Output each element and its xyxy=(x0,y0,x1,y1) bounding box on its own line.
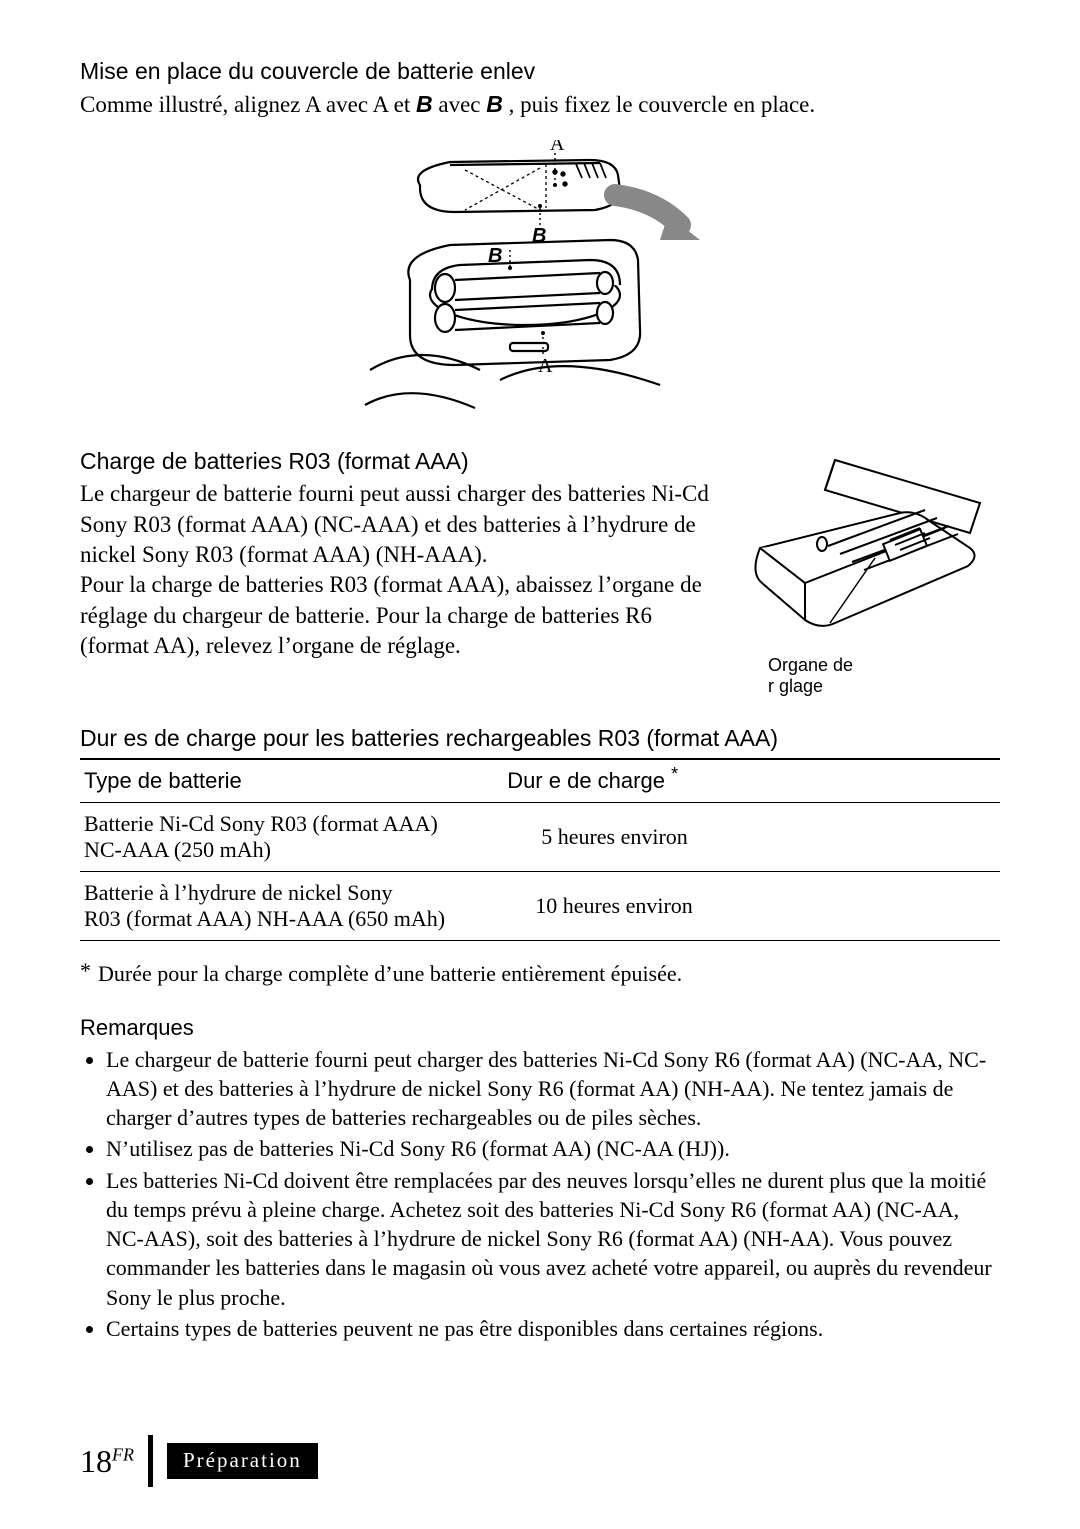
page-number-suffix: FR xyxy=(112,1444,134,1464)
th-type: Type de batterie xyxy=(80,759,503,803)
intro-after: , puis fixez le couvercle en place. xyxy=(503,92,815,117)
cell-dur-0: 5 heures environ xyxy=(503,802,1000,871)
charger-svg xyxy=(740,448,1000,658)
section-tab: Préparation xyxy=(167,1443,318,1479)
footnote-text: Durée pour la charge complète d’une batt… xyxy=(98,961,682,986)
table-row: Batterie Ni-Cd Sony R03 (format AAA) NC-… xyxy=(80,802,1000,871)
cell-type-1-l1: Batterie à l’hydrure de nickel Sony xyxy=(84,880,393,905)
remarques-list: Le chargeur de batterie fourni peut char… xyxy=(80,1045,1000,1344)
footnote-star: * xyxy=(80,958,91,984)
intro-before: Comme illustré, alignez A avec A et xyxy=(80,92,416,117)
cell-type-1: Batterie à l’hydrure de nickel Sony R03 … xyxy=(80,871,503,940)
cell-type-1-l2: R03 (format AAA) NH-AAA (650 mAh) xyxy=(84,906,445,931)
diagram1-label-b-lower: B xyxy=(488,245,502,267)
list-item: Les batteries Ni-Cd doivent être remplac… xyxy=(106,1166,1000,1312)
th-duration-star: * xyxy=(671,764,678,784)
charger-label-l1: Organe de xyxy=(768,655,853,675)
list-item: N’utilisez pas de batteries Ni-Cd Sony R… xyxy=(106,1134,1000,1163)
header-title: Mise en place du couvercle de batterie e… xyxy=(80,58,1000,85)
footer: 18FR Préparation xyxy=(80,1435,318,1487)
page: Mise en place du couvercle de batterie e… xyxy=(0,0,1080,1529)
intro-b2: B xyxy=(486,91,503,117)
charger-diagram-wrap: Organe de r glage xyxy=(740,448,1000,696)
footnote: * Durée pour la charge complète d’une ba… xyxy=(80,961,1000,987)
cell-type-0-l2: NC-AAA (250 mAh) xyxy=(84,837,271,862)
diagram1-wrap: A B B A xyxy=(80,140,1000,420)
diagram1-svg: A B B A xyxy=(360,140,720,420)
charger-label-l2: r glage xyxy=(768,676,823,696)
list-item: Certains types de batteries peuvent ne p… xyxy=(106,1314,1000,1343)
intro-mid: avec xyxy=(433,92,487,117)
list-item: Le chargeur de batterie fourni peut char… xyxy=(106,1045,1000,1133)
diagram1-label-top: A xyxy=(550,140,565,155)
intro-b1: B xyxy=(416,91,433,117)
page-number-value: 18 xyxy=(80,1443,112,1479)
footer-divider xyxy=(148,1435,153,1487)
remarques-title: Remarques xyxy=(80,1015,1000,1041)
diagram1: A B B A xyxy=(360,140,720,420)
section2-p2: Pour la charge de batteries R03 (format … xyxy=(80,570,716,661)
cell-type-0-l1: Batterie Ni-Cd Sony R03 (format AAA) xyxy=(84,811,438,836)
th-duration: Dur e de charge * xyxy=(503,759,1000,803)
cell-dur-1: 10 heures environ xyxy=(503,871,1000,940)
page-number: 18FR xyxy=(80,1443,134,1480)
th-duration-text: Dur e de charge xyxy=(507,768,665,793)
table-row: Batterie à l’hydrure de nickel Sony R03 … xyxy=(80,871,1000,940)
section2-p1: Le chargeur de batterie fourni peut auss… xyxy=(80,479,716,570)
section2-title: Charge de batteries R03 (format AAA) xyxy=(80,448,716,475)
cell-type-0: Batterie Ni-Cd Sony R03 (format AAA) NC-… xyxy=(80,802,503,871)
charger-label: Organe de r glage xyxy=(740,655,1000,696)
header-intro: Comme illustré, alignez A avec A et B av… xyxy=(80,89,1000,120)
diagram1-label-b-upper: B xyxy=(532,225,546,247)
charging-table: Type de batterie Dur e de charge * Batte… xyxy=(80,758,1000,941)
diagram1-label-bottom: A xyxy=(538,355,553,377)
section2: Charge de batteries R03 (format AAA) Le … xyxy=(80,448,1000,696)
table-caption: Dur es de charge pour les batteries rech… xyxy=(80,725,1000,752)
